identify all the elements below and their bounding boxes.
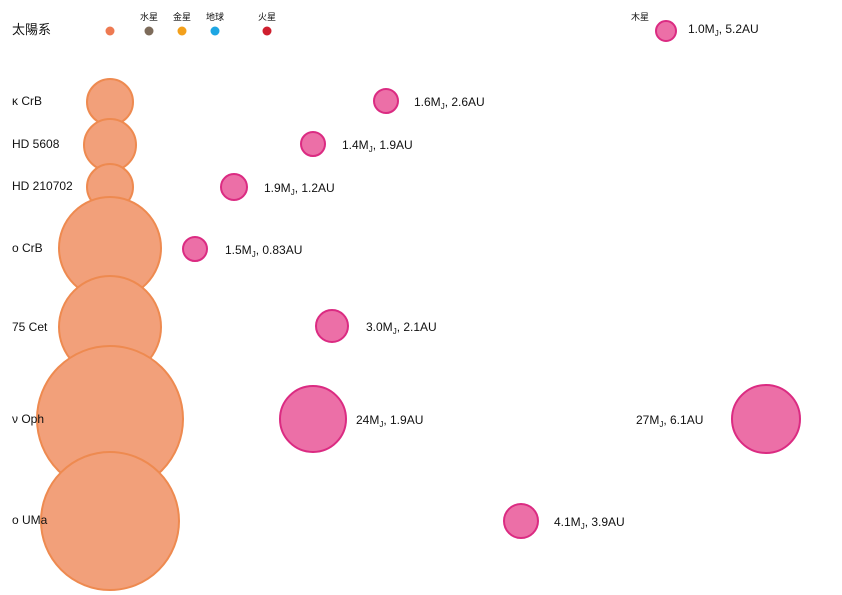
mercury-marker — [144, 26, 154, 36]
planet-info-hd-5608-b: 1.4MJ, 1.9AU — [342, 138, 413, 154]
system-label-hd-210702: HD 210702 — [12, 179, 73, 193]
system-labels: κ CrB HD 5608 HD 210702 ο CrB 75 Cet ν O… — [12, 94, 73, 527]
system-label-nu-oph: ν Oph — [12, 412, 44, 426]
venus-label: 金星 — [173, 11, 191, 22]
mercury-label: 水星 — [140, 11, 158, 22]
system-label-75-cet: 75 Cet — [12, 320, 48, 334]
sun-marker — [105, 26, 115, 36]
planet-info-kappa-crb-b: 1.6MJ, 2.6AU — [414, 95, 485, 111]
planet-hd-5608-b — [300, 131, 326, 157]
exoplanets: 1.6MJ, 2.6AU 1.4MJ, 1.9AU 1.9MJ, 1.2AU 1… — [182, 88, 801, 539]
mars-label: 火星 — [258, 12, 276, 22]
host-stars — [36, 78, 184, 591]
planet-info-nu-oph-c: 27MJ, 6.1AU — [636, 413, 703, 429]
system-label-kappa-crb: κ CrB — [12, 94, 42, 108]
solar-system-label: 太陽系 — [12, 22, 51, 37]
jupiter-label: 木星 — [631, 11, 649, 22]
venus-marker — [177, 26, 187, 36]
planet-nu-oph-b — [279, 385, 347, 453]
planet-kappa-crb-b — [373, 88, 399, 114]
system-label-hd-5608: HD 5608 — [12, 137, 60, 151]
earth-marker — [210, 26, 220, 36]
planet-hd-210702-b — [220, 173, 248, 201]
planet-omicron-crb-b — [182, 236, 208, 262]
jupiter-marker — [655, 20, 677, 42]
planet-info-omicron-crb-b: 1.5MJ, 0.83AU — [225, 243, 302, 259]
system-label-omicron-crb: ο CrB — [12, 241, 43, 255]
planet-omicron-uma-b — [503, 503, 539, 539]
star-omicron-uma — [40, 451, 180, 591]
planet-info-nu-oph-b: 24MJ, 1.9AU — [356, 413, 423, 429]
planet-info-hd-210702-b: 1.9MJ, 1.2AU — [264, 181, 335, 197]
planet-info-75-cet-b: 3.0MJ, 2.1AU — [366, 320, 437, 336]
mars-marker — [262, 26, 272, 36]
planet-info-omicron-uma-b: 4.1MJ, 3.9AU — [554, 515, 625, 531]
planet-75-cet-b — [315, 309, 349, 343]
solar-system-row: 太陽系 水星 金星 地球 火星 木星 1.0MJ, 5.2AU — [12, 11, 759, 42]
system-label-omicron-uma: ο UMa — [12, 513, 48, 527]
planet-nu-oph-c — [731, 384, 801, 454]
jupiter-info: 1.0MJ, 5.2AU — [688, 22, 759, 38]
earth-label: 地球 — [206, 11, 224, 22]
